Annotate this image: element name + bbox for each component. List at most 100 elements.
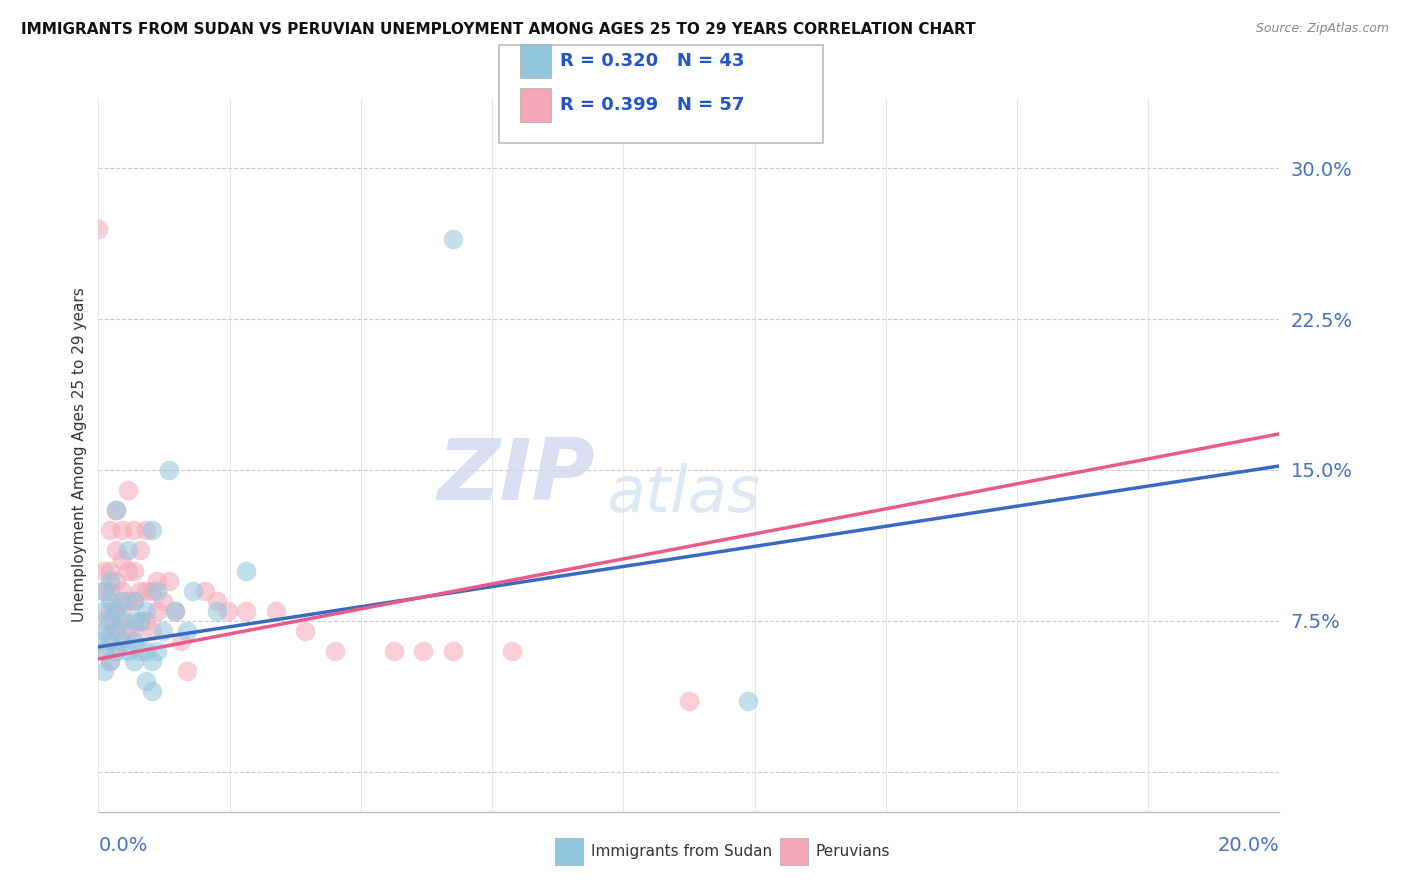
Point bbox=[235, 564, 257, 578]
Point bbox=[111, 633, 134, 648]
Point bbox=[117, 624, 139, 638]
Point bbox=[93, 644, 115, 658]
Text: R = 0.320   N = 43: R = 0.320 N = 43 bbox=[560, 52, 744, 70]
Text: IMMIGRANTS FROM SUDAN VS PERUVIAN UNEMPLOYMENT AMONG AGES 25 TO 29 YEARS CORRELA: IMMIGRANTS FROM SUDAN VS PERUVIAN UNEMPL… bbox=[21, 22, 976, 37]
Point bbox=[122, 614, 145, 628]
Point bbox=[146, 604, 169, 618]
Point bbox=[135, 524, 157, 538]
Point bbox=[135, 614, 157, 628]
Point bbox=[122, 564, 145, 578]
Point bbox=[678, 694, 700, 708]
Point bbox=[141, 654, 163, 668]
Point bbox=[157, 463, 180, 477]
Point bbox=[157, 574, 180, 588]
Point bbox=[98, 583, 121, 598]
Point bbox=[87, 221, 110, 235]
Point bbox=[165, 604, 187, 618]
Point bbox=[98, 564, 121, 578]
Point bbox=[146, 583, 169, 598]
Point bbox=[98, 593, 121, 607]
Point bbox=[93, 564, 115, 578]
Point bbox=[93, 583, 115, 598]
Point bbox=[98, 654, 121, 668]
Point bbox=[441, 644, 464, 658]
Point bbox=[122, 593, 145, 607]
Point bbox=[117, 564, 139, 578]
Point bbox=[128, 644, 150, 658]
Point bbox=[98, 614, 121, 628]
Point bbox=[170, 633, 193, 648]
Point bbox=[181, 583, 204, 598]
Point bbox=[176, 624, 198, 638]
Point bbox=[117, 483, 139, 497]
Point bbox=[122, 633, 145, 648]
Point bbox=[98, 628, 121, 642]
Text: atlas: atlas bbox=[606, 463, 761, 525]
Point bbox=[128, 543, 150, 558]
Point bbox=[205, 604, 228, 618]
Point bbox=[152, 624, 174, 638]
Point bbox=[105, 543, 128, 558]
Point bbox=[235, 604, 257, 618]
Point bbox=[117, 593, 139, 607]
Point bbox=[87, 633, 110, 648]
Point bbox=[141, 624, 163, 638]
Point bbox=[98, 633, 121, 648]
Point bbox=[111, 633, 134, 648]
Text: 20.0%: 20.0% bbox=[1218, 836, 1279, 855]
Point bbox=[105, 624, 128, 638]
Point bbox=[135, 644, 157, 658]
Point bbox=[382, 644, 405, 658]
Point bbox=[117, 644, 139, 658]
Point bbox=[135, 604, 157, 618]
Point bbox=[98, 654, 121, 668]
Text: Peruvians: Peruvians bbox=[815, 845, 890, 859]
Point bbox=[141, 684, 163, 698]
Point bbox=[117, 543, 139, 558]
Text: Immigrants from Sudan: Immigrants from Sudan bbox=[591, 845, 772, 859]
Point bbox=[176, 664, 198, 678]
Point bbox=[111, 607, 134, 622]
Point bbox=[128, 583, 150, 598]
Point bbox=[122, 654, 145, 668]
Point bbox=[111, 593, 134, 607]
Point bbox=[98, 524, 121, 538]
Point bbox=[93, 624, 115, 638]
Point bbox=[135, 583, 157, 598]
Point bbox=[737, 694, 759, 708]
Text: 0.0%: 0.0% bbox=[98, 836, 148, 855]
Point bbox=[105, 620, 128, 634]
Point bbox=[264, 604, 287, 618]
Point bbox=[122, 593, 145, 607]
Point bbox=[105, 503, 128, 517]
Point bbox=[111, 553, 134, 567]
Point bbox=[294, 624, 316, 638]
Point bbox=[122, 624, 145, 638]
Point bbox=[105, 574, 128, 588]
Point bbox=[165, 604, 187, 618]
Point bbox=[105, 599, 128, 614]
Point bbox=[111, 614, 134, 628]
Point bbox=[412, 644, 434, 658]
Point bbox=[323, 644, 346, 658]
Point bbox=[217, 604, 239, 618]
Point bbox=[501, 644, 523, 658]
Point bbox=[93, 614, 115, 628]
Point bbox=[141, 583, 163, 598]
Point bbox=[98, 574, 121, 588]
Point bbox=[128, 614, 150, 628]
Text: R = 0.399   N = 57: R = 0.399 N = 57 bbox=[560, 96, 744, 114]
Point bbox=[105, 503, 128, 517]
Point bbox=[111, 524, 134, 538]
Point bbox=[152, 593, 174, 607]
Point bbox=[105, 644, 128, 658]
Point bbox=[128, 614, 150, 628]
Point bbox=[122, 524, 145, 538]
Point bbox=[93, 604, 115, 618]
Point bbox=[105, 604, 128, 618]
Text: Source: ZipAtlas.com: Source: ZipAtlas.com bbox=[1256, 22, 1389, 36]
Point bbox=[205, 593, 228, 607]
Point bbox=[135, 674, 157, 689]
Point bbox=[111, 583, 134, 598]
Point bbox=[441, 232, 464, 246]
